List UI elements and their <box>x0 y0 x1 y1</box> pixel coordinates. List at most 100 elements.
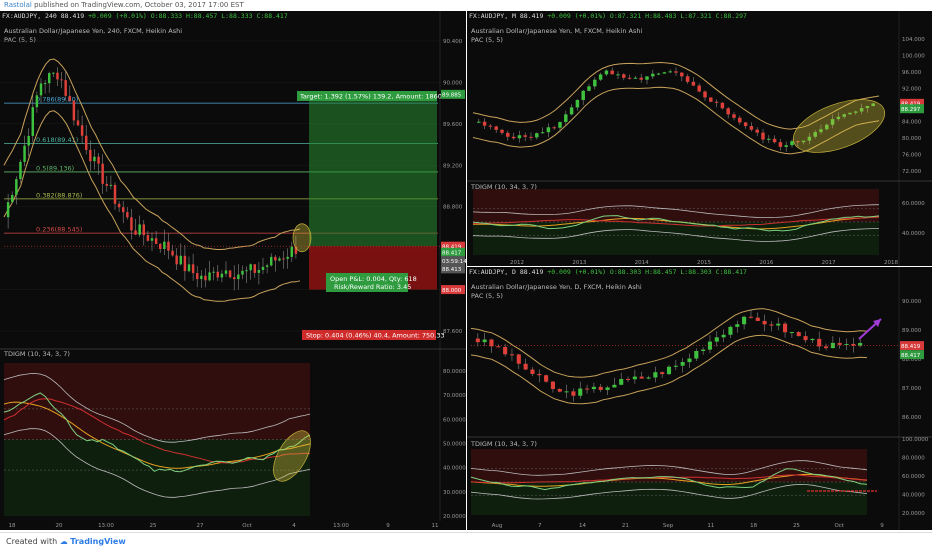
time-axis-label: 13:00 <box>333 523 349 529</box>
time-axis-label: 18 <box>750 523 757 529</box>
candle-up <box>535 133 539 138</box>
candle-down <box>523 135 527 137</box>
fib-level-label: 0.382(88.876) <box>36 191 82 199</box>
chart-panel-240[interactable]: FX:AUDJPY, 240 88.419 +0.009 (+0.01%) O:… <box>0 11 466 530</box>
candle-up <box>830 119 835 125</box>
candle-down <box>216 271 220 278</box>
candle-down <box>80 125 84 136</box>
candle-down <box>523 363 528 370</box>
candle-down <box>509 354 515 356</box>
time-axis-label: 25 <box>793 523 800 529</box>
osc-axis-label: 80.0000 <box>902 456 925 462</box>
price-change: +0.009 (+0.01%) <box>88 12 147 20</box>
time-axis-label: 21 <box>622 523 629 529</box>
candle-up <box>619 378 624 385</box>
chart-canvas-240[interactable]: 0.786(89.80) 0.618(89.41) 0.5(89.136) 0.382… <box>0 11 466 530</box>
tradingview-brand[interactable]: TradingView <box>70 537 126 546</box>
osc-zone-upper <box>473 189 879 222</box>
time-axis-label: 14 <box>579 523 586 529</box>
price-axis-label: 76.000 <box>902 153 922 159</box>
symbol-label[interactable]: FX:AUDJPY, M <box>469 12 516 20</box>
pac-legend[interactable]: PAC (5, 5) <box>471 292 503 300</box>
symbol-label[interactable]: FX:AUDJPY, 240 <box>2 12 57 20</box>
price-axis-label: 90.000 <box>902 299 922 305</box>
candle-up <box>784 145 788 147</box>
pac-lower <box>470 334 868 405</box>
fib-level-label: 0.5(89.136) <box>36 164 74 172</box>
candle-up <box>701 349 706 352</box>
candle-up <box>668 71 672 73</box>
price-tag-bg <box>900 350 924 360</box>
candle-down <box>191 264 195 274</box>
candle-up <box>651 73 655 77</box>
candle-down <box>146 235 150 241</box>
chart-panel-monthly[interactable]: FX:AUDJPY, M 88.419 +0.009 (+0.01%) O:87… <box>467 11 932 266</box>
symbol-label[interactable]: FX:AUDJPY, D <box>469 268 516 276</box>
chart-panel-daily[interactable]: FX:AUDJPY, D 88.419 +0.009 (+0.01%) O:88… <box>467 267 932 530</box>
candle-up <box>200 275 203 280</box>
candle-up <box>687 358 692 363</box>
pac-legend[interactable]: PAC (5, 5) <box>471 36 503 44</box>
fib-level-label: 0.618(89.41) <box>36 136 78 144</box>
osc-axis-label: 80.0000 <box>443 369 466 375</box>
time-axis-label: 9 <box>386 523 390 529</box>
candle-up <box>27 135 30 146</box>
time-axis-label: Sep <box>663 523 674 529</box>
author-link[interactable]: Rastolal <box>4 1 32 9</box>
candle-down <box>537 373 542 376</box>
candle-up <box>237 274 240 280</box>
candle-down <box>130 217 133 231</box>
time-axis-label: 11 <box>707 523 714 529</box>
pac-legend[interactable]: PAC (5, 5) <box>4 36 36 44</box>
price-tag-bg <box>441 241 465 251</box>
osc-axis-label: 100.0000 <box>902 437 929 443</box>
candle-down <box>783 323 788 333</box>
candle-down <box>571 391 576 396</box>
osc-axis-label: 40.0000 <box>902 493 925 499</box>
target-label: Target: 1.392 (1.57%) 139.2, Amount: 186… <box>299 93 452 101</box>
candle-up <box>598 74 603 80</box>
candle-down <box>274 256 277 261</box>
tdigm-legend[interactable]: TDIGM (10, 34, 3, 7) <box>471 183 537 191</box>
time-axis-label: 2012 <box>510 260 524 266</box>
candle-up <box>680 362 685 366</box>
candle-up <box>224 270 228 274</box>
candle-up <box>653 372 658 378</box>
osc-axis-label: 20.0000 <box>902 511 925 517</box>
osc-axis-label: 50.0000 <box>443 442 466 448</box>
candle-down <box>703 91 707 98</box>
candle-up <box>482 339 487 343</box>
osc-band-lower <box>472 228 880 242</box>
ohlc-open: O:87.321 <box>609 12 642 20</box>
chart-canvas-monthly[interactable]: 104.000100.00096.00092.00088.00084.00080… <box>467 11 932 266</box>
candle-down <box>482 121 487 126</box>
chart-canvas-daily[interactable]: 90.000 89.000 88.000 87.000 86.000 88.419 88.4… <box>467 267 932 530</box>
osc-axis-label: 60.0000 <box>443 417 466 423</box>
candle-up <box>208 272 211 281</box>
candle-down <box>709 97 713 102</box>
tdigm-legend[interactable]: TDIGM (10, 34, 3, 7) <box>4 350 70 358</box>
candle-down <box>195 273 199 280</box>
highlight-ellipse <box>273 430 311 482</box>
ohlc-high: H:88.457 <box>185 12 218 20</box>
candle-up <box>52 72 55 74</box>
price-tag-bg <box>900 98 924 108</box>
candle-down <box>732 114 736 118</box>
target-zone <box>309 94 437 247</box>
candle-up <box>587 86 591 91</box>
price-tag: 88.419 <box>901 344 921 350</box>
candle-down <box>253 264 257 273</box>
candle-up <box>789 332 794 334</box>
ohlc-low: L:88.303 <box>680 268 712 276</box>
candle-down <box>121 207 125 213</box>
candle-down <box>503 346 508 355</box>
candle-up <box>871 103 875 107</box>
candle-down <box>552 127 556 129</box>
candle-up <box>477 121 481 123</box>
candle-up <box>728 326 733 335</box>
candle-down <box>796 141 800 143</box>
price-axis-label: 87.000 <box>902 386 922 392</box>
tdigm-legend[interactable]: TDIGM (10, 34, 3, 7) <box>471 440 537 448</box>
price-axis-label: 96.000 <box>902 70 922 76</box>
candle-up <box>633 77 638 79</box>
